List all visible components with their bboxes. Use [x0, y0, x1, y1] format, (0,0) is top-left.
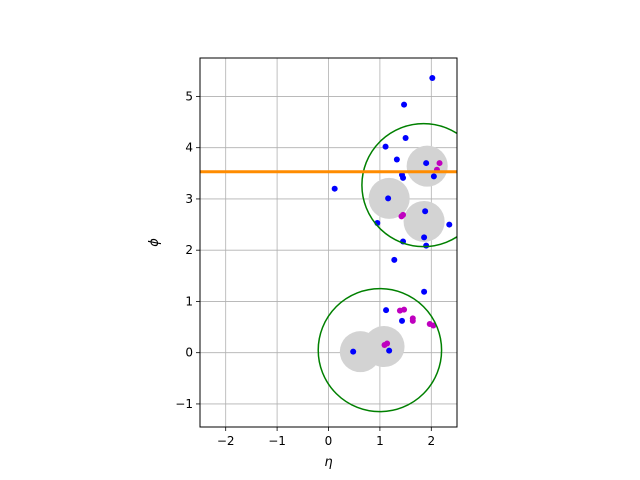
scatter-point: [398, 213, 405, 220]
gray-disk: [406, 145, 448, 187]
scatter-point: [421, 288, 428, 295]
y-tick-label: 5: [185, 89, 193, 103]
scatter-point: [402, 134, 409, 141]
scatter-point: [393, 156, 400, 163]
scatter-point: [446, 221, 453, 228]
scatter-point: [383, 307, 390, 314]
y-axis-label: ϕ: [147, 238, 162, 247]
scatter-point: [400, 174, 407, 181]
scatter-point: [396, 307, 403, 314]
y-tick-label: 2: [185, 243, 193, 257]
scatter-point: [401, 101, 408, 108]
scatter-point: [429, 74, 436, 81]
scatter-point: [381, 342, 388, 348]
scatter-point: [422, 208, 429, 215]
y-tick-label: −1: [175, 397, 193, 411]
green-ring: [317, 287, 443, 413]
scatter-point: [331, 185, 338, 192]
y-tick-label: 1: [185, 294, 193, 308]
scatter-point: [391, 256, 398, 263]
scatter-point: [350, 348, 357, 355]
grid-lines: [200, 58, 457, 427]
scatter-point: [386, 347, 393, 354]
scatter-point: [423, 160, 430, 167]
plot-area: [200, 74, 457, 413]
gray-disk: [339, 331, 381, 373]
scatter-point: [423, 242, 430, 249]
y-tick-label: 4: [185, 141, 193, 155]
scatter-point: [421, 234, 428, 241]
scatter-point: [385, 195, 392, 202]
scatter-point: [430, 173, 437, 180]
scatter-point: [436, 160, 443, 167]
x-tick-label: −2: [217, 434, 235, 448]
x-tick-label: −1: [268, 434, 286, 448]
x-tick-label: 0: [325, 434, 333, 448]
green-ring: [361, 122, 457, 248]
axis-ticks: −2 −1 0 1 2 −1 0 1 2 3 4 5: [175, 89, 435, 448]
scatter-point: [430, 322, 437, 329]
y-tick-label: 3: [185, 192, 193, 206]
x-tick-label: 1: [376, 434, 384, 448]
x-axis-label: η: [324, 455, 332, 470]
scatter-point: [399, 317, 406, 324]
gray-disk: [403, 200, 445, 242]
y-tick-label: 0: [185, 346, 193, 360]
scatter-point: [409, 317, 416, 324]
scatter-point: [382, 143, 389, 150]
x-tick-label: 2: [427, 434, 435, 448]
